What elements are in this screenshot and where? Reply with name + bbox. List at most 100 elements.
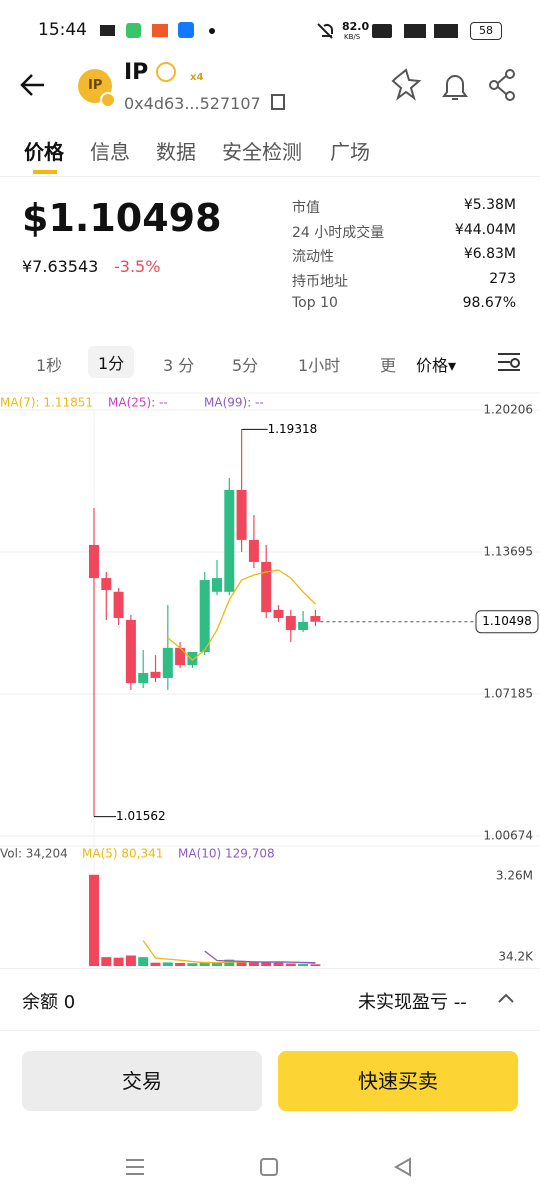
battery: 58 [470,22,502,40]
candle-body [212,578,222,592]
tab[interactable]: 信息 [90,140,130,164]
speed: 82.0 [342,20,370,33]
quick-trade-button[interactable]: 快速买卖 [278,1051,518,1111]
stat-label: Top 10 [292,295,338,311]
tab-indicator: 价格 [33,170,57,174]
volume-tick-label: 34.2K [498,950,534,964]
share[interactable] [489,69,515,101]
volume-bar [261,962,272,966]
volume-tick-label: 3.26M [496,868,533,882]
ma-line [167,569,316,661]
chart: 1.20206 1.13695 1.07185 1.00674 MA(7): 1.118… [0,392,540,966]
symbol: IP [124,60,149,85]
header-icons [20,62,515,110]
stat-value: 273 [489,270,516,287]
candle-body [113,591,124,618]
trade-button[interactable]: 交易 [22,1051,262,1111]
volume-bar [175,962,186,966]
volume-bar [125,955,136,966]
interval[interactable]: 1分 [88,346,135,378]
back[interactable] [20,74,44,96]
volume-bar [162,962,173,966]
interval[interactable]: 价格▾ [416,356,457,375]
candle-body [89,544,99,579]
settings-icon[interactable] [496,350,524,374]
stat-value: 98.67% [462,295,516,311]
volume-bar [187,963,198,966]
volume-bar [285,963,296,966]
volume-legend: MA(10) 129,708 [178,847,275,861]
candle-body [273,609,284,618]
nav-menu[interactable] [126,1159,144,1175]
price-usd: $1.10498 [22,196,222,240]
badge: x4 [190,72,204,83]
volume-bar [199,961,210,966]
volume-bar [212,962,222,966]
tab[interactable]: 安全检测 [222,140,302,164]
tab[interactable]: 广场 [330,140,370,164]
volume-bar [298,964,309,966]
candle-body [285,616,296,630]
candle-body [162,647,173,678]
candle-body [138,672,149,683]
candle-body [248,539,259,562]
candle-body [199,580,210,653]
volume-bar [150,962,161,966]
stat-label: 持币地址 [292,273,348,290]
candle-body [101,578,112,591]
legend: MA(99): -- [204,396,264,410]
candle-body [150,671,161,678]
time: 15:44 [38,20,87,40]
price-cny: ¥7.63543 [22,257,99,276]
candle-body [298,621,309,630]
interval[interactable]: 3 分 [163,356,195,375]
candle-body [187,652,198,666]
divider [0,968,540,969]
pnl: 未实现盈亏 -- [358,992,467,1013]
high-label: 1.19318 [268,422,318,436]
candle-body [236,489,247,540]
interval[interactable]: 1小时 [298,356,341,375]
candle-body [261,561,272,613]
collapse[interactable] [496,990,516,1006]
stat-label: 市值 [292,200,320,216]
low-label: 1.01562 [116,809,166,823]
stat-value: ¥5.38M [463,197,516,213]
y-tick-label: 1.00674 [483,829,533,843]
legend: MA(25): -- [108,396,168,410]
candle-body [224,489,235,592]
interval[interactable]: 1秒 [36,356,63,375]
y-tick-label: 1.20206 [483,403,533,417]
divider [0,1030,540,1031]
alert[interactable] [442,75,468,100]
nav-back[interactable] [393,1157,411,1177]
nav-bar [126,1157,411,1177]
token-logo-text: IP [88,78,103,93]
interval[interactable]: 更 [380,356,397,375]
volume-legend: MA(5) 80,341 [82,847,163,861]
y-tick-label: 1.13695 [483,545,533,559]
volume-bar [273,962,284,966]
balance: 余额 0 [22,992,76,1013]
candle-body [125,619,136,683]
last-price-box [475,610,539,634]
stat-value: ¥6.83M [463,246,516,262]
volume-ma-line [204,950,316,964]
volume-bar [236,961,247,966]
volume-bar [310,964,321,966]
address[interactable]: 0x4d63...527107 [124,94,261,113]
speed-unit: KB/S [344,33,361,41]
tab[interactable]: 数据 [156,140,196,164]
volume-legend: Vol: 34,204 [0,847,68,861]
interval[interactable]: 5分 [232,356,259,375]
stat-label: 流动性 [292,249,334,265]
volume-bar [113,957,124,966]
favorite[interactable] [391,68,422,101]
legend: MA(7): 1.11851 [0,396,93,410]
candle-body [310,616,321,622]
nav-home[interactable] [260,1158,278,1176]
candle-body [175,647,186,666]
tab[interactable]: 价格 [24,140,64,164]
y-tick-label: 1.07185 [483,686,533,700]
